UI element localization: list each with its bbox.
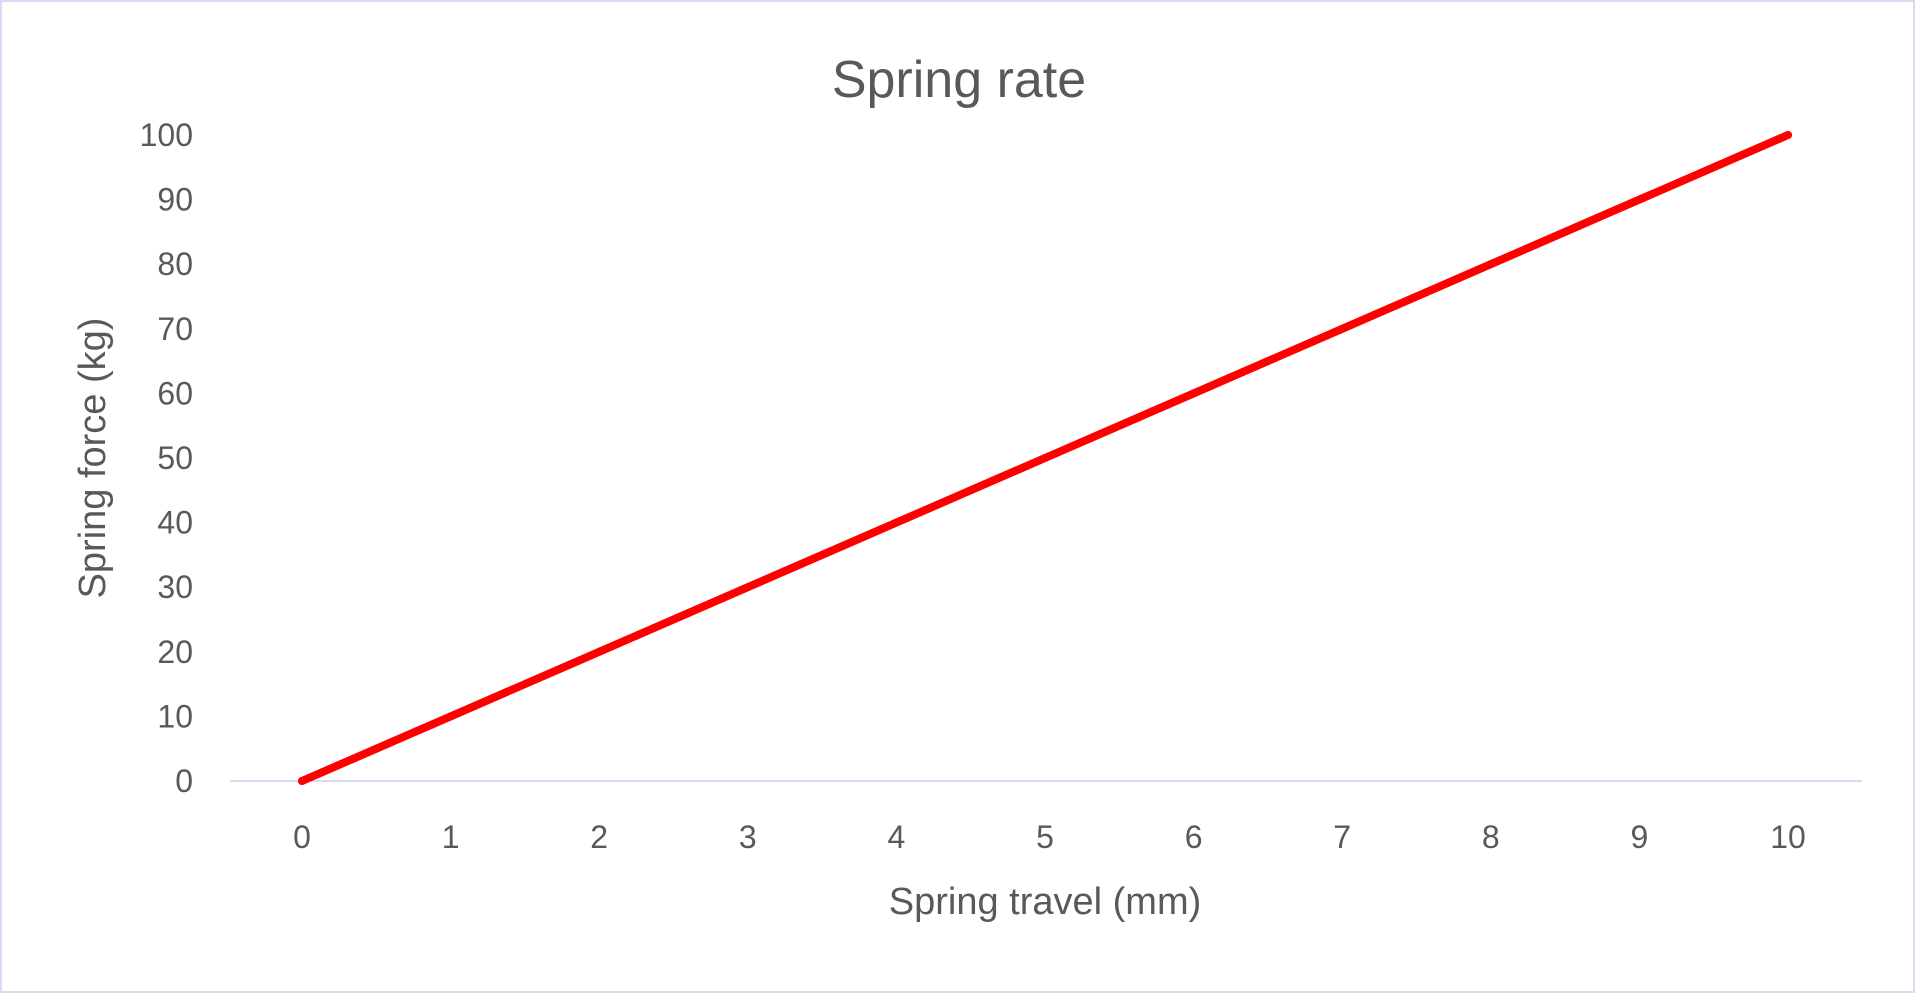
x-tick-label: 2 bbox=[590, 819, 608, 855]
chart-title: Spring rate bbox=[832, 51, 1086, 109]
x-axis-ticks: 0 1 2 3 4 5 6 7 8 9 10 bbox=[293, 819, 1806, 855]
data-point bbox=[1486, 260, 1495, 269]
x-axis-title: Spring travel (mm) bbox=[889, 881, 1202, 923]
x-tick-label: 6 bbox=[1185, 819, 1203, 855]
y-tick-label: 80 bbox=[157, 246, 193, 282]
data-point bbox=[298, 777, 306, 785]
x-tick-label: 0 bbox=[293, 819, 311, 855]
x-tick-label: 3 bbox=[739, 819, 757, 855]
data-point bbox=[1189, 389, 1198, 398]
x-tick-label: 10 bbox=[1770, 819, 1806, 855]
y-tick-label: 90 bbox=[157, 182, 193, 218]
data-point bbox=[446, 712, 455, 721]
y-axis-ticks: 0 10 20 30 40 50 60 70 80 90 100 bbox=[140, 117, 193, 799]
data-point bbox=[892, 518, 901, 527]
data-point bbox=[1338, 324, 1347, 333]
y-tick-label: 40 bbox=[157, 505, 193, 541]
y-tick-label: 10 bbox=[157, 698, 193, 734]
y-tick-label: 0 bbox=[175, 763, 193, 799]
data-point bbox=[595, 647, 604, 656]
y-tick-label: 30 bbox=[157, 569, 193, 605]
x-tick-label: 8 bbox=[1482, 819, 1500, 855]
y-axis-title: Spring force (kg) bbox=[72, 318, 114, 599]
y-tick-label: 100 bbox=[140, 117, 193, 153]
x-tick-label: 4 bbox=[888, 819, 906, 855]
y-tick-label: 50 bbox=[157, 440, 193, 476]
data-point bbox=[743, 583, 752, 592]
x-tick-label: 1 bbox=[442, 819, 460, 855]
x-tick-label: 7 bbox=[1333, 819, 1351, 855]
y-tick-label: 70 bbox=[157, 311, 193, 347]
data-point bbox=[1635, 195, 1644, 204]
y-tick-label: 60 bbox=[157, 375, 193, 411]
y-tick-label: 20 bbox=[157, 634, 193, 670]
x-tick-label: 9 bbox=[1631, 819, 1649, 855]
x-tick-label: 5 bbox=[1036, 819, 1054, 855]
data-point bbox=[1784, 131, 1792, 139]
series-group bbox=[298, 131, 1792, 785]
data-point bbox=[1041, 454, 1049, 462]
